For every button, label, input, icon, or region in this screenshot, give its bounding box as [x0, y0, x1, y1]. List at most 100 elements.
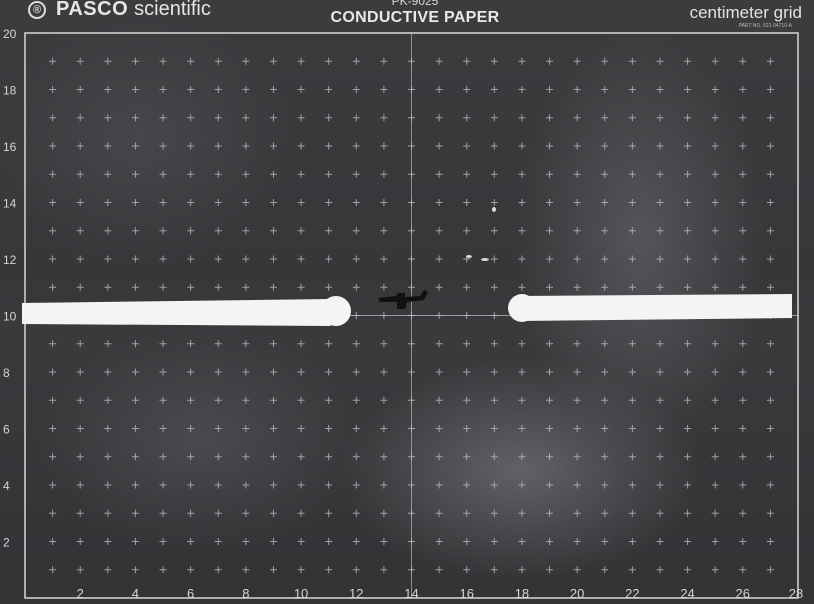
grid-cross: [49, 566, 57, 574]
grid-cross: [546, 538, 554, 545]
grid-cross: [490, 566, 498, 574]
grid-cross: [766, 255, 774, 263]
grid-cross: [739, 566, 747, 574]
grid-cross: [490, 255, 498, 263]
grid-cross: [546, 255, 554, 263]
grid-cross: [159, 199, 167, 206]
grid-cross: [463, 170, 471, 178]
grid-cross: [380, 57, 388, 65]
grid-cross: [187, 566, 195, 574]
grid-cross: [463, 368, 471, 376]
grid-cross: [766, 538, 774, 545]
grid-cross: [573, 566, 581, 574]
grid-cross: [656, 86, 664, 93]
y-axis-label: 16: [3, 140, 17, 154]
x-axis-label: 18: [515, 586, 529, 601]
grid-cross: [269, 396, 277, 404]
grid-cross: [104, 199, 112, 206]
grid-cross: [131, 283, 139, 291]
grid-cross: [104, 340, 112, 348]
grid-cross: [490, 170, 498, 178]
grid-cross: [242, 566, 250, 574]
grid-cross: [546, 227, 554, 235]
paper-speck: [466, 255, 472, 258]
grid-cross: [76, 283, 84, 291]
grid-cross: [104, 170, 112, 178]
grid-cross: [656, 199, 664, 206]
grid-cross: [49, 114, 57, 122]
grid-cross: [463, 396, 471, 404]
grid-cross: [546, 86, 554, 93]
grid-cross: [131, 425, 139, 432]
grid-cross: [435, 368, 443, 376]
grid-cross: [352, 340, 360, 348]
grid-cross: [49, 481, 57, 489]
grid-cross: [684, 425, 692, 432]
grid-cross: [269, 86, 277, 93]
right-electrode: [508, 294, 792, 322]
grid-cross: [380, 340, 388, 348]
grid-cross: [490, 509, 498, 517]
grid-cross: [518, 481, 526, 489]
grid-cross: [766, 453, 774, 461]
grid-cross: [214, 199, 222, 206]
grid-cross: [628, 57, 636, 65]
grid-cross: [435, 340, 443, 348]
grid-cross: [739, 114, 747, 122]
grid-cross: [159, 86, 167, 93]
grid-cross: [601, 368, 609, 376]
grid-cross: [601, 509, 609, 517]
grid-cross: [297, 368, 305, 376]
probe-mark-icon: [378, 290, 428, 309]
grid-cross: [104, 57, 112, 65]
grid-cross: [104, 86, 112, 93]
grid-cross: [380, 227, 388, 235]
grid-cross: [187, 481, 195, 489]
grid-cross: [297, 396, 305, 404]
grid-cross: [518, 255, 526, 263]
paper-speck: [492, 207, 496, 212]
paper-speck: [481, 258, 489, 261]
grid-cross: [131, 199, 139, 206]
grid-cross: [104, 283, 112, 291]
grid-crosses: [49, 57, 774, 574]
grid-cross: [214, 538, 222, 545]
grid-cross: [739, 199, 747, 206]
x-axis-label: 8: [242, 586, 249, 601]
grid-cross: [573, 255, 581, 263]
grid-cross: [269, 566, 277, 574]
grid-cross: [656, 114, 664, 122]
grid-cross: [214, 227, 222, 235]
grid-cross: [269, 481, 277, 489]
grid-cross: [656, 340, 664, 348]
grid-cross: [546, 566, 554, 574]
grid-cross: [380, 566, 388, 574]
grid-cross: [656, 142, 664, 150]
grid-cross: [546, 340, 554, 348]
grid-cross: [352, 396, 360, 404]
grid-cross: [187, 57, 195, 65]
grid-cross: [49, 142, 57, 150]
grid-cross: [187, 86, 195, 93]
grid-cross: [656, 57, 664, 65]
grid-cross: [325, 199, 333, 206]
grid-cross: [297, 142, 305, 150]
grid-cross: [463, 227, 471, 235]
y-axis-label: 2: [3, 536, 10, 550]
grid-cross: [546, 509, 554, 517]
grid-cross: [435, 57, 443, 65]
grid-cross: [684, 255, 692, 263]
grid-cross: [352, 255, 360, 263]
grid-cross: [490, 283, 498, 291]
grid-cross: [518, 425, 526, 432]
grid-cross: [187, 425, 195, 432]
grid-cross: [435, 425, 443, 432]
right-electrode-bar: [511, 294, 792, 321]
grid-cross: [187, 509, 195, 517]
grid-cross: [546, 425, 554, 432]
grid-cross: [463, 340, 471, 348]
model-number: PK-9025: [391, 0, 439, 8]
x-axis-label: 26: [736, 586, 750, 601]
grid-cross: [49, 255, 57, 263]
